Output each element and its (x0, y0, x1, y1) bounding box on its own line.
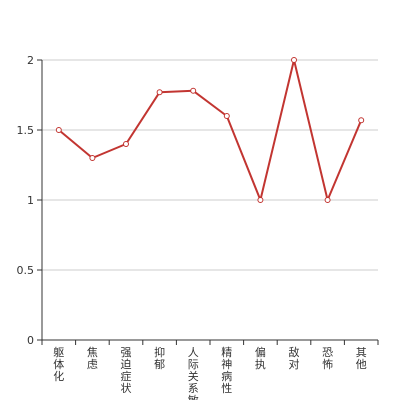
x-tick-label: 偏执 (255, 345, 266, 371)
data-point (55, 127, 62, 133)
y-tick-label: 0 (27, 334, 34, 347)
y-tick-label: 2 (27, 54, 34, 67)
grid-lines (42, 59, 378, 271)
data-point (89, 155, 96, 161)
x-tick-label: 恐怖 (322, 346, 333, 371)
data-point (324, 197, 331, 203)
y-tick-label: 0.5 (17, 264, 35, 277)
data-point (190, 87, 197, 94)
series-line (58, 59, 363, 201)
x-tick-label: 强迫症状 (121, 346, 132, 395)
x-tick-label: 敌对 (289, 345, 300, 371)
x-tick-label: 人际关系敏感 (188, 346, 199, 400)
x-tick-label: 焦虑 (87, 346, 98, 371)
x-tick-label: 精神病性 (221, 346, 232, 395)
data-point (123, 141, 129, 147)
series (55, 57, 365, 203)
data-point (257, 197, 264, 203)
data-point (291, 57, 297, 63)
x-tick-label: 躯体化 (53, 346, 64, 383)
x-tick-label: 其他 (356, 346, 367, 371)
x-tick-label: 抑郁 (154, 345, 165, 371)
data-point (223, 113, 230, 119)
data-point (156, 89, 163, 96)
y-tick-label: 1 (27, 194, 34, 207)
axes (37, 59, 379, 345)
y-tick-label: 1.5 (17, 124, 35, 137)
data-point (358, 117, 365, 124)
